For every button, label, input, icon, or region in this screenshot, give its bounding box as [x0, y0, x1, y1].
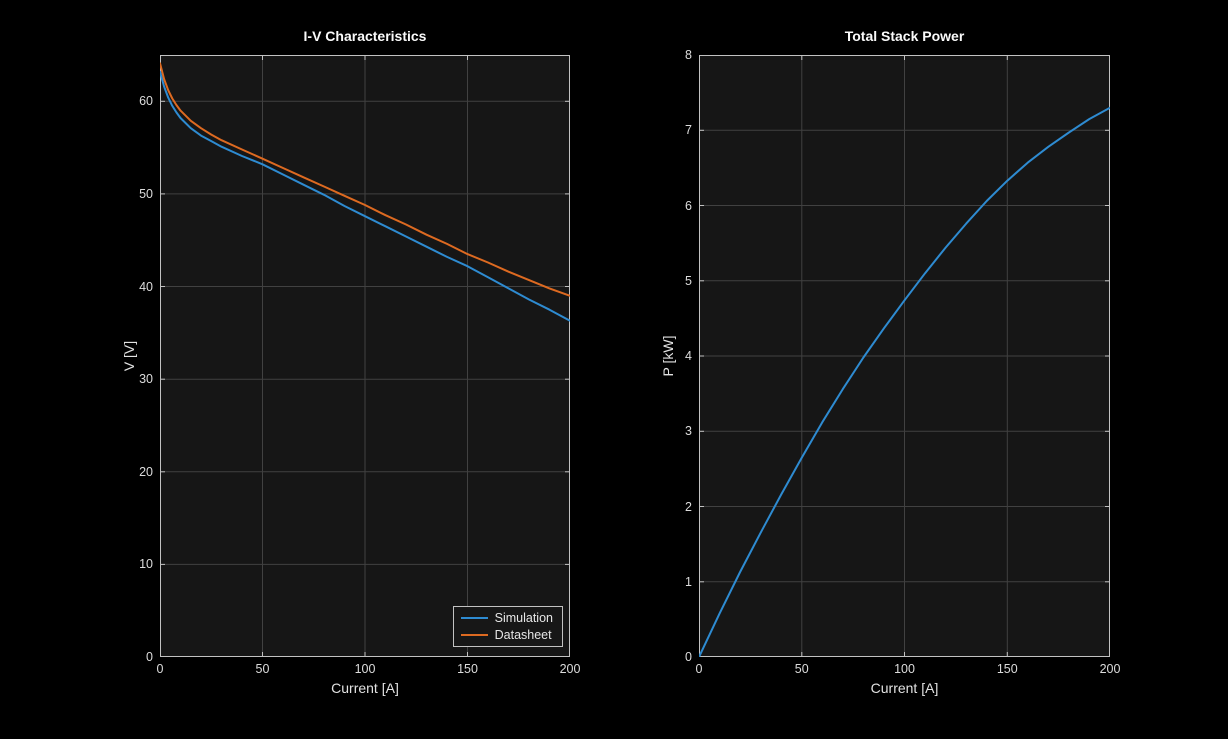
y-tick-label: 0	[146, 650, 153, 664]
y-tick-labels: 0 1 2 3 4 5 6 7 8	[642, 48, 692, 664]
x-axis-label: Current [A]	[331, 680, 399, 696]
x-tick-label: 200	[559, 662, 581, 676]
legend-entry-simulation: Simulation	[460, 611, 553, 625]
x-tick-label: 150	[457, 662, 478, 676]
y-tick-label: 30	[139, 372, 153, 387]
y-tick-label: 0	[685, 650, 692, 664]
axes-area[interactable]	[699, 55, 1110, 657]
simulation-line-sample	[460, 617, 488, 619]
x-axis-label: Current [A]	[870, 680, 939, 696]
plot-title: I-V Characteristics	[303, 28, 427, 44]
y-tick-label: 50	[139, 186, 153, 201]
y-tick-label: 7	[685, 123, 692, 138]
x-tick-label: 150	[996, 662, 1018, 676]
legend-label-simulation: Simulation	[494, 611, 553, 625]
x-tick-label: 50	[255, 662, 270, 676]
y-tick-label: 1	[685, 574, 692, 589]
y-tick-label: 20	[139, 464, 153, 479]
legend[interactable]: Simulation Datasheet	[452, 606, 563, 647]
y-tick-label: 2	[685, 499, 692, 514]
y-tick-label: 6	[685, 198, 692, 213]
y-tick-label: 4	[685, 349, 692, 363]
x-tick-label: 200	[1099, 662, 1121, 676]
axes-area[interactable]	[160, 55, 570, 657]
y-tick-label: 3	[685, 424, 692, 439]
x-tick-label: 100	[354, 662, 376, 676]
legend-label-datasheet: Datasheet	[494, 628, 552, 642]
y-tick-label: 60	[139, 94, 153, 109]
x-tick-labels: 0 50 100 150 200	[695, 657, 1121, 679]
x-tick-label: 0	[695, 662, 703, 676]
y-tick-label: 8	[685, 48, 692, 62]
y-tick-labels: 0 10 20 30 40 50 60	[103, 55, 153, 664]
datasheet-line-sample	[460, 634, 488, 636]
x-tick-labels: 0 50 100 150 200	[156, 657, 581, 679]
y-tick-label: 40	[139, 279, 153, 294]
x-tick-label: 100	[894, 662, 915, 676]
x-tick-label: 0	[156, 662, 164, 676]
plot-title: Total Stack Power	[844, 28, 965, 44]
legend-entry-datasheet: Datasheet	[460, 628, 553, 642]
x-tick-label: 50	[794, 662, 809, 676]
y-tick-label: 10	[139, 557, 153, 572]
y-tick-label: 5	[685, 273, 692, 288]
